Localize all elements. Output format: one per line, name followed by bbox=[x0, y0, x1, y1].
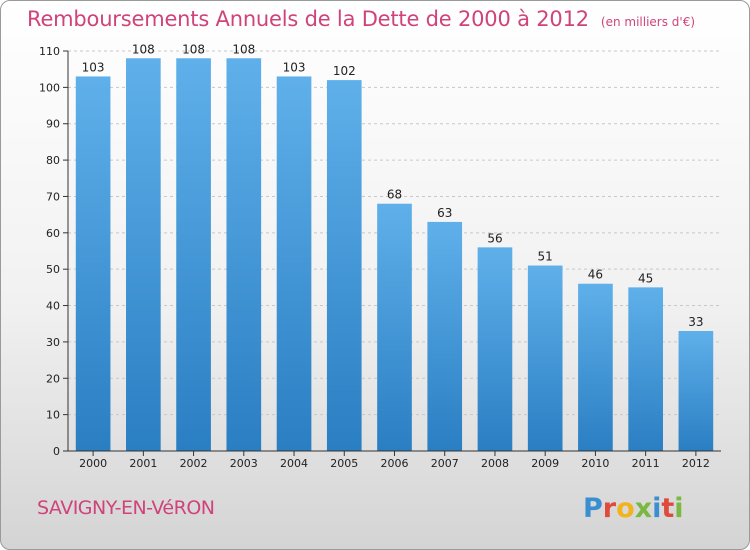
bar bbox=[75, 76, 111, 452]
logo-letter: o bbox=[616, 493, 635, 523]
bars bbox=[75, 58, 714, 452]
value-label: 51 bbox=[538, 250, 553, 264]
value-label: 33 bbox=[688, 315, 703, 329]
y-tick-label: 10 bbox=[46, 409, 60, 422]
bar bbox=[628, 287, 663, 451]
bar bbox=[678, 331, 714, 451]
value-label: 108 bbox=[232, 42, 255, 56]
y-tick-label: 110 bbox=[39, 45, 60, 58]
logo-letter: i bbox=[652, 493, 661, 523]
logo-letter: r bbox=[603, 493, 617, 523]
value-label: 103 bbox=[283, 60, 306, 74]
bar bbox=[427, 221, 463, 451]
x-tick-label: 2012 bbox=[682, 457, 710, 470]
proxiti-logo: Proxiti bbox=[581, 489, 701, 524]
bar bbox=[226, 58, 262, 451]
y-tick-label: 60 bbox=[46, 227, 60, 240]
y-tick-label: 100 bbox=[39, 81, 60, 94]
logo-letter: x bbox=[635, 493, 652, 523]
y-tick-label: 70 bbox=[46, 190, 60, 203]
bar bbox=[578, 283, 613, 451]
x-tick-label: 2011 bbox=[632, 457, 660, 470]
x-tick-label: 2005 bbox=[330, 457, 358, 470]
y-tick-label: 90 bbox=[46, 118, 60, 131]
chart-title: Remboursements Annuels de la Dette de 20… bbox=[27, 7, 589, 31]
x-tick-label: 2002 bbox=[180, 457, 208, 470]
x-tick-label: 2001 bbox=[129, 457, 157, 470]
logo-letter: t bbox=[661, 493, 674, 523]
y-tick-label: 0 bbox=[53, 445, 60, 458]
y-tick-label: 30 bbox=[46, 336, 60, 349]
bar bbox=[527, 265, 563, 451]
value-label: 108 bbox=[182, 42, 205, 56]
y-tick-label: 50 bbox=[46, 263, 60, 276]
value-label: 108 bbox=[132, 42, 155, 56]
chart-unit: (en milliers d'€) bbox=[600, 15, 696, 29]
title-row: Remboursements Annuels de la Dette de 20… bbox=[27, 7, 695, 31]
value-label: 63 bbox=[437, 206, 452, 220]
axes bbox=[63, 50, 721, 456]
bar bbox=[377, 203, 412, 451]
bar bbox=[326, 80, 362, 451]
value-label: 56 bbox=[487, 231, 502, 245]
labels: 0 10 20 30 40 50 60 70 80 90 100 110 103 2000 108 2001 1… bbox=[39, 42, 710, 470]
x-tick-label: 2004 bbox=[280, 457, 308, 470]
value-label: 46 bbox=[588, 268, 603, 282]
value-label: 45 bbox=[638, 271, 653, 285]
bar bbox=[126, 58, 161, 451]
y-tick-label: 40 bbox=[46, 300, 60, 313]
svg-text:Proxiti: Proxiti bbox=[583, 493, 684, 523]
value-label: 68 bbox=[387, 188, 402, 202]
x-tick-label: 2010 bbox=[581, 457, 609, 470]
x-tick-label: 2000 bbox=[79, 457, 107, 470]
logo-letter: P bbox=[583, 493, 603, 523]
x-tick-label: 2006 bbox=[381, 457, 409, 470]
x-tick-label: 2008 bbox=[481, 457, 509, 470]
y-tick-label: 80 bbox=[46, 154, 60, 167]
bar bbox=[176, 58, 211, 451]
logo-letter: i bbox=[674, 493, 683, 523]
x-tick-label: 2007 bbox=[431, 457, 459, 470]
value-label: 102 bbox=[333, 64, 356, 78]
x-tick-label: 2009 bbox=[531, 457, 559, 470]
bar bbox=[477, 247, 513, 451]
y-tick-label: 20 bbox=[46, 372, 60, 385]
value-label: 103 bbox=[82, 60, 105, 74]
commune-name: SAVIGNY-EN-VéRON bbox=[37, 497, 215, 519]
bar bbox=[276, 76, 312, 452]
x-tick-label: 2003 bbox=[230, 457, 258, 470]
